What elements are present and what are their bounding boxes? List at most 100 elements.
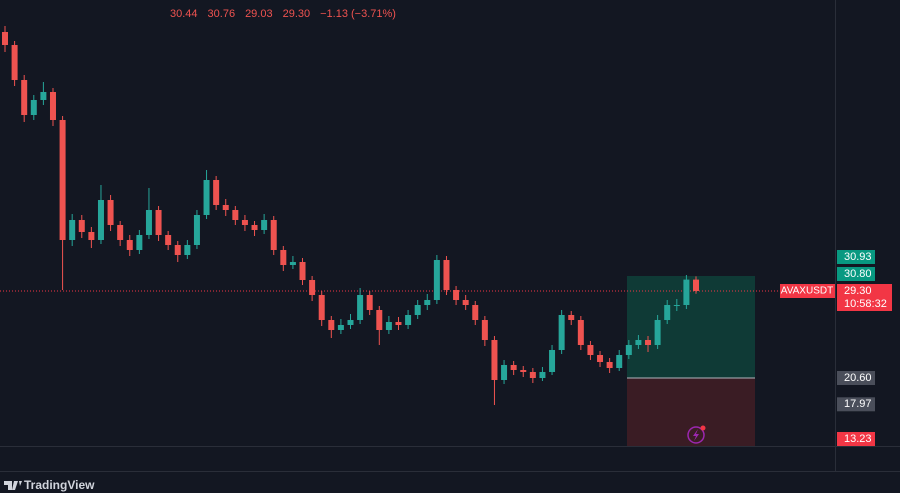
candle-body [549, 350, 556, 372]
candle-body [664, 305, 671, 320]
symbol-tag: AVAXUSDT [781, 286, 833, 297]
price-label-bg [837, 432, 875, 446]
candle-body [337, 325, 344, 330]
candle-body [635, 340, 642, 345]
price-label: 30.80 [844, 268, 872, 280]
candle-body [69, 220, 76, 240]
candle-body [97, 200, 104, 240]
ohlc-open: 30.44 [170, 8, 198, 20]
alert-icon-ring [687, 426, 705, 444]
logo-icon [4, 481, 22, 490]
ohlc-high: 30.76 [208, 8, 236, 20]
candle-body [232, 210, 239, 220]
candle-body [165, 235, 172, 245]
candle-body [241, 220, 248, 225]
candle-body [145, 210, 152, 235]
candle-body [481, 320, 488, 340]
candle-body [693, 279, 699, 291]
last-price-tag-bg [837, 284, 892, 311]
candle-body [30, 100, 37, 115]
candle-body [251, 225, 258, 230]
candle-body [21, 80, 28, 115]
ohlc-low: 29.03 [245, 8, 273, 20]
candle-body [625, 345, 632, 355]
candle-body [309, 280, 316, 295]
plot-area [0, 26, 835, 446]
candle-body [424, 300, 431, 305]
candle-body [174, 245, 181, 255]
price-label-bg [837, 371, 875, 385]
candle-body [40, 92, 47, 100]
ohlc-close: 29.30 [283, 8, 311, 20]
candle-body [606, 362, 613, 368]
candle-body [261, 220, 268, 230]
candle-body [318, 295, 325, 320]
candle-body [453, 290, 460, 300]
candle-body [78, 220, 85, 232]
candle-body [491, 340, 498, 380]
candle-body [347, 320, 354, 325]
candle-body [49, 92, 56, 120]
countdown-label: 10:58:32 [844, 298, 887, 310]
tradingview-logo[interactable]: TradingView [4, 478, 95, 492]
candle-body [136, 235, 143, 250]
candle-body [577, 320, 584, 345]
price-label: 20.60 [844, 372, 872, 384]
candle-body [280, 250, 287, 265]
candle-body [328, 320, 335, 330]
logo-text: TradingView [24, 478, 95, 492]
candle-body [510, 365, 517, 370]
candle-body [683, 279, 690, 305]
candle-body [88, 232, 95, 240]
candle-body [395, 322, 402, 325]
candle-body [539, 372, 546, 378]
candle-body [433, 260, 440, 300]
candle-body [472, 305, 479, 320]
candle-body [501, 365, 508, 380]
last-price-label: 29.30 [844, 285, 872, 297]
candle-body [568, 315, 575, 320]
candle-body [654, 320, 661, 345]
price-label: 17.97 [844, 398, 872, 410]
candle-body [529, 372, 536, 378]
candle-body [107, 200, 114, 225]
candle-body [184, 245, 191, 255]
candle-body [299, 262, 306, 280]
ohlc-change: −1.13 (−3.71%) [320, 8, 396, 20]
candle-body [203, 180, 210, 215]
position-loss-zone [627, 378, 755, 446]
price-label-bg [837, 250, 875, 264]
position-profit-zone [627, 276, 755, 378]
candle-body [193, 215, 200, 245]
candle-body [213, 180, 220, 205]
candle-body [558, 315, 565, 350]
price-label: 30.93 [844, 251, 872, 263]
candle-body [270, 220, 277, 250]
overlay: 30.44 30.76 29.03 29.30 −1.13 (−3.71%) AVAXUS… [170, 8, 892, 446]
candle-body [587, 345, 594, 355]
candle-body [357, 295, 364, 320]
candle-body [222, 205, 229, 210]
candle-body [11, 45, 18, 80]
candle-body [462, 300, 469, 305]
candle-body [673, 305, 680, 306]
candle-body [59, 120, 66, 240]
candle-body [126, 240, 133, 250]
candle-body [597, 355, 604, 362]
symbol-tag-bg [780, 284, 835, 298]
candle-body [155, 210, 162, 235]
candle-body [405, 315, 412, 325]
candle-body [376, 310, 383, 330]
alert-icon-bolt [693, 429, 699, 441]
price-label: 13.23 [844, 433, 872, 445]
candle-body [616, 355, 623, 368]
candle-body [520, 370, 527, 372]
candle-body [645, 340, 652, 345]
candle-body [385, 322, 392, 330]
candle-body [366, 295, 373, 310]
alert-icon[interactable] [687, 425, 706, 444]
candle-body [443, 260, 450, 290]
price-label-bg [837, 397, 875, 412]
